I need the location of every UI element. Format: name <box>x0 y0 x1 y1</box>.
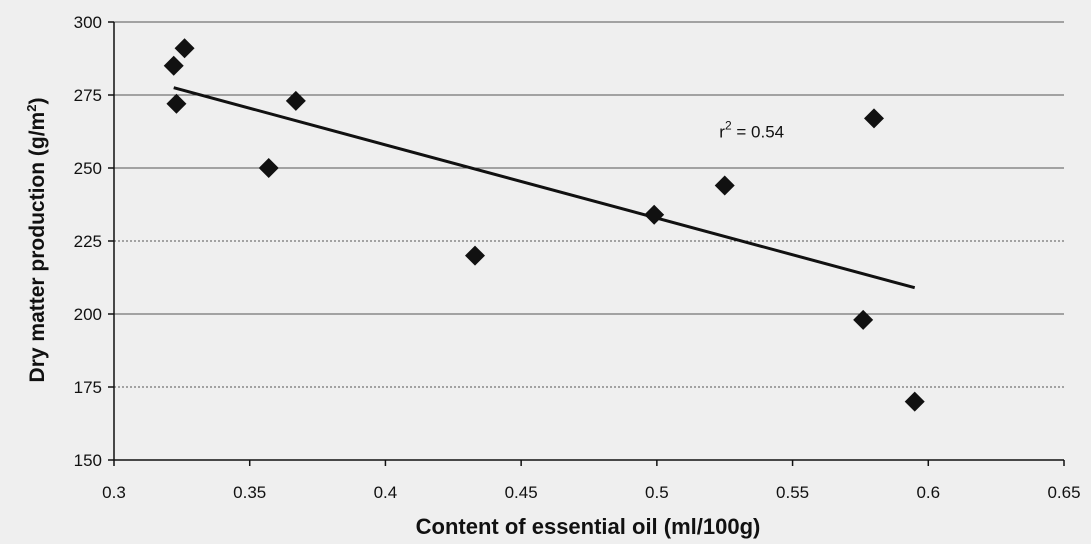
y-tick-label: 300 <box>74 13 102 32</box>
r-label: r <box>719 122 725 141</box>
data-point <box>285 90 306 111</box>
data-point <box>258 158 279 178</box>
r-squared-annotation: r2 = 0.54 <box>719 118 784 141</box>
y-tick-label: 200 <box>74 305 102 324</box>
data-point <box>864 108 884 129</box>
x-tick-label: 0.65 <box>1047 483 1080 502</box>
y-axis-title-main: Dry matter production (g/m <box>26 112 49 383</box>
data-point <box>904 391 925 412</box>
data-point <box>465 245 485 266</box>
x-tick-label: 0.5 <box>645 483 669 502</box>
r-value: = 0.54 <box>732 122 784 141</box>
data-point <box>163 55 184 76</box>
y-axis-title-superscript: 2 <box>24 105 39 112</box>
gridlines <box>114 21 1064 388</box>
data-point <box>166 93 187 114</box>
x-tick-label: 0.3 <box>102 483 126 502</box>
x-tick-label: 0.4 <box>374 483 398 502</box>
y-tick-label: 250 <box>74 159 102 178</box>
x-tick-label: 0.6 <box>916 483 940 502</box>
data-point <box>714 175 735 196</box>
data-point <box>853 309 874 330</box>
r-superscript: 2 <box>725 118 732 132</box>
data-point <box>644 204 665 225</box>
data-point <box>174 38 195 59</box>
y-tick-label: 175 <box>74 378 102 397</box>
y-tick-label: 225 <box>74 232 102 251</box>
y-tick-label: 150 <box>74 451 102 470</box>
x-tick-label: 0.45 <box>505 483 538 502</box>
trendline <box>173 86 916 290</box>
x-tick-label: 0.35 <box>233 483 266 502</box>
y-tick-label: 275 <box>74 86 102 105</box>
y-tick-labels: 150 175 200 225 250 275 300 <box>74 13 114 470</box>
x-tick-labels: 0.3 0.35 0.4 0.45 0.5 0.55 0.6 0.65 <box>102 460 1081 502</box>
x-tick-label: 0.55 <box>776 483 809 502</box>
y-axis-title: Dry matter production (g/m2) <box>24 98 49 383</box>
x-axis-title: Content of essential oil (ml/100g) <box>416 514 761 539</box>
data-points <box>163 38 925 412</box>
y-axis-title-end: ) <box>26 98 49 105</box>
